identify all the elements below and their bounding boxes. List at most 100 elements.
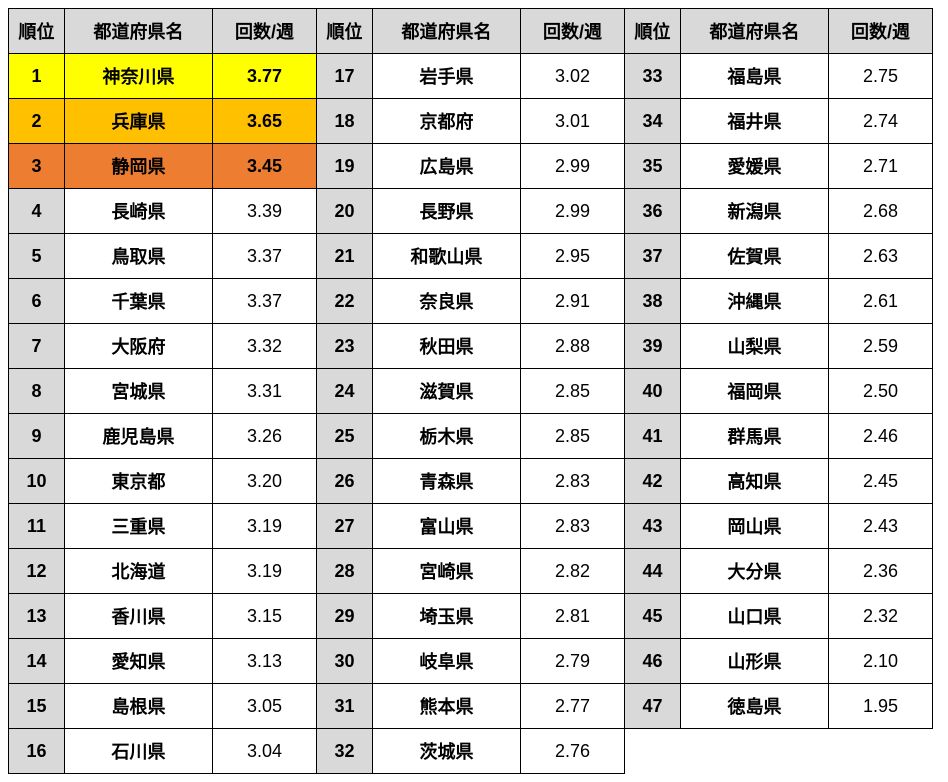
cell-value: 2.95 bbox=[521, 234, 625, 279]
cell-name: 新潟県 bbox=[681, 189, 829, 234]
table-row: 4長崎県3.3920長野県2.9936新潟県2.68 bbox=[9, 189, 933, 234]
cell-name: 広島県 bbox=[373, 144, 521, 189]
header-value: 回数/週 bbox=[213, 9, 317, 54]
cell-value: 2.10 bbox=[829, 639, 933, 684]
cell-value: 3.01 bbox=[521, 99, 625, 144]
cell-name: 富山県 bbox=[373, 504, 521, 549]
cell-rank: 46 bbox=[625, 639, 681, 684]
cell-value: 2.83 bbox=[521, 504, 625, 549]
cell-name: 大分県 bbox=[681, 549, 829, 594]
cell-value: 3.26 bbox=[213, 414, 317, 459]
cell-name: 宮崎県 bbox=[373, 549, 521, 594]
cell-rank: 32 bbox=[317, 729, 373, 774]
cell-name: 埼玉県 bbox=[373, 594, 521, 639]
cell-name: 群馬県 bbox=[681, 414, 829, 459]
cell-rank: 16 bbox=[9, 729, 65, 774]
cell-name: 鳥取県 bbox=[65, 234, 213, 279]
header-rank: 順位 bbox=[317, 9, 373, 54]
cell-rank: 4 bbox=[9, 189, 65, 234]
table-row: 15島根県3.0531熊本県2.7747徳島県1.95 bbox=[9, 684, 933, 729]
table-row: 1神奈川県3.7717岩手県3.0233福島県2.75 bbox=[9, 54, 933, 99]
cell-rank: 35 bbox=[625, 144, 681, 189]
table-row: 8宮城県3.3124滋賀県2.8540福岡県2.50 bbox=[9, 369, 933, 414]
cell-name: 岩手県 bbox=[373, 54, 521, 99]
cell-name: 山口県 bbox=[681, 594, 829, 639]
cell-rank: 12 bbox=[9, 549, 65, 594]
table-row: 3静岡県3.4519広島県2.9935愛媛県2.71 bbox=[9, 144, 933, 189]
cell-rank: 30 bbox=[317, 639, 373, 684]
cell-value: 2.82 bbox=[521, 549, 625, 594]
cell-rank: 2 bbox=[9, 99, 65, 144]
cell-name: 長崎県 bbox=[65, 189, 213, 234]
cell-value: 3.65 bbox=[213, 99, 317, 144]
cell-name: 鹿児島県 bbox=[65, 414, 213, 459]
cell-rank: 1 bbox=[9, 54, 65, 99]
cell-rank: 37 bbox=[625, 234, 681, 279]
table-row: 12北海道3.1928宮崎県2.8244大分県2.36 bbox=[9, 549, 933, 594]
cell-value: 1.95 bbox=[829, 684, 933, 729]
cell-name: 奈良県 bbox=[373, 279, 521, 324]
cell-value: 2.85 bbox=[521, 414, 625, 459]
cell-rank: 36 bbox=[625, 189, 681, 234]
cell-value: 2.99 bbox=[521, 189, 625, 234]
cell-name: 佐賀県 bbox=[681, 234, 829, 279]
table-header-row: 順位都道府県名回数/週順位都道府県名回数/週順位都道府県名回数/週 bbox=[9, 9, 933, 54]
table-row: 14愛知県3.1330岐阜県2.7946山形県2.10 bbox=[9, 639, 933, 684]
cell-rank: 28 bbox=[317, 549, 373, 594]
cell-rank: 27 bbox=[317, 504, 373, 549]
cell-name: 東京都 bbox=[65, 459, 213, 504]
cell-name: 福岡県 bbox=[681, 369, 829, 414]
cell-value: 3.02 bbox=[521, 54, 625, 99]
cell-name: 兵庫県 bbox=[65, 99, 213, 144]
cell-name: 熊本県 bbox=[373, 684, 521, 729]
cell-value: 3.77 bbox=[213, 54, 317, 99]
header-name: 都道府県名 bbox=[65, 9, 213, 54]
cell-rank: 26 bbox=[317, 459, 373, 504]
cell-value: 3.20 bbox=[213, 459, 317, 504]
cell-rank: 38 bbox=[625, 279, 681, 324]
cell-name: 島根県 bbox=[65, 684, 213, 729]
cell-name: 香川県 bbox=[65, 594, 213, 639]
cell-value: 3.04 bbox=[213, 729, 317, 774]
cell-name: 福井県 bbox=[681, 99, 829, 144]
cell-value: 3.31 bbox=[213, 369, 317, 414]
ranking-table: 順位都道府県名回数/週順位都道府県名回数/週順位都道府県名回数/週 1神奈川県3… bbox=[8, 8, 940, 774]
cell-rank: 17 bbox=[317, 54, 373, 99]
cell-rank: 25 bbox=[317, 414, 373, 459]
cell-name: 長野県 bbox=[373, 189, 521, 234]
header-value: 回数/週 bbox=[521, 9, 625, 54]
cell-value: 2.32 bbox=[829, 594, 933, 639]
cell-rank: 29 bbox=[317, 594, 373, 639]
cell-name: 愛知県 bbox=[65, 639, 213, 684]
cell-name: 千葉県 bbox=[65, 279, 213, 324]
cell-value: 2.83 bbox=[521, 459, 625, 504]
cell-value: 2.85 bbox=[521, 369, 625, 414]
cell-value: 2.46 bbox=[829, 414, 933, 459]
ranking-table-inner: 順位都道府県名回数/週順位都道府県名回数/週順位都道府県名回数/週 1神奈川県3… bbox=[8, 8, 933, 774]
cell-value: 3.37 bbox=[213, 279, 317, 324]
cell-rank: 39 bbox=[625, 324, 681, 369]
cell-value: 3.19 bbox=[213, 504, 317, 549]
cell-value: 2.77 bbox=[521, 684, 625, 729]
cell-name: 静岡県 bbox=[65, 144, 213, 189]
cell-value: 2.74 bbox=[829, 99, 933, 144]
cell-rank: 20 bbox=[317, 189, 373, 234]
cell-rank: 33 bbox=[625, 54, 681, 99]
cell-value: 2.45 bbox=[829, 459, 933, 504]
cell-name: 北海道 bbox=[65, 549, 213, 594]
cell-value: 3.37 bbox=[213, 234, 317, 279]
table-row: 11三重県3.1927富山県2.8343岡山県2.43 bbox=[9, 504, 933, 549]
cell-name: 愛媛県 bbox=[681, 144, 829, 189]
cell-rank: 43 bbox=[625, 504, 681, 549]
cell-rank: 14 bbox=[9, 639, 65, 684]
cell-rank: 10 bbox=[9, 459, 65, 504]
cell-name: 三重県 bbox=[65, 504, 213, 549]
cell-value: 2.91 bbox=[521, 279, 625, 324]
cell-rank: 23 bbox=[317, 324, 373, 369]
cell-rank: 24 bbox=[317, 369, 373, 414]
cell-rank: 22 bbox=[317, 279, 373, 324]
cell-rank: 42 bbox=[625, 459, 681, 504]
cell-name: 滋賀県 bbox=[373, 369, 521, 414]
table-row: 13香川県3.1529埼玉県2.8145山口県2.32 bbox=[9, 594, 933, 639]
cell-value: 3.13 bbox=[213, 639, 317, 684]
